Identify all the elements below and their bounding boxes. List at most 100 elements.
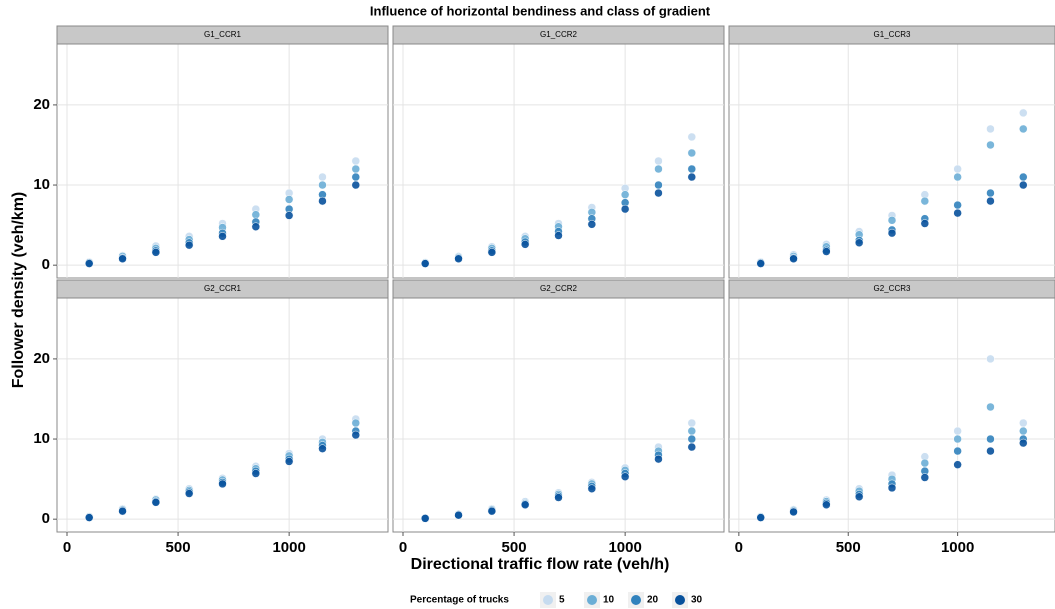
point: [953, 200, 962, 210]
point: [1019, 180, 1028, 190]
point: [587, 220, 597, 229]
point: [986, 434, 995, 444]
point: [218, 479, 227, 489]
point: [1019, 426, 1028, 436]
point: [520, 240, 530, 249]
point: [953, 460, 962, 469]
point: [184, 240, 194, 250]
point: [554, 231, 563, 240]
point: [756, 513, 765, 522]
point: [554, 493, 563, 502]
point: [687, 442, 697, 452]
legend-symbol: [543, 595, 553, 605]
point: [284, 195, 294, 204]
panel-background: [728, 297, 1055, 533]
panel-title: G1_CCR2: [540, 30, 577, 39]
point: [351, 156, 361, 166]
point: [986, 446, 995, 456]
point: [654, 454, 663, 464]
legend-symbol: [631, 595, 641, 605]
point: [151, 248, 161, 257]
point: [454, 510, 463, 520]
point: [887, 483, 897, 493]
y-tick-label: 10: [33, 430, 50, 447]
point: [318, 180, 327, 190]
point: [318, 444, 327, 453]
point: [986, 196, 995, 206]
point: [420, 514, 430, 523]
point: [184, 489, 194, 498]
x-tick-label: 0: [63, 539, 71, 556]
legend-title: Percentage of trucks: [410, 595, 509, 606]
point: [789, 254, 798, 264]
panel-title: G2_CCR1: [204, 284, 241, 293]
point: [620, 204, 630, 214]
point: [118, 254, 127, 264]
point: [687, 148, 697, 158]
point: [454, 254, 463, 264]
point: [986, 140, 995, 150]
point: [953, 426, 962, 436]
y-tick-label: 20: [33, 350, 50, 367]
legend-label: 5: [559, 595, 565, 606]
strip: [392, 279, 725, 299]
y-axis-label: Follower density (veh/km): [10, 192, 27, 388]
point: [822, 247, 831, 256]
point: [953, 446, 962, 456]
panel-title: G2_CCR3: [874, 284, 911, 293]
y-tick-label: 0: [42, 256, 50, 273]
point: [151, 498, 161, 507]
panel-title: G1_CCR3: [874, 30, 911, 39]
point: [887, 216, 897, 225]
point: [687, 172, 697, 182]
point: [854, 238, 864, 247]
point: [953, 172, 962, 182]
point: [756, 259, 765, 268]
point: [920, 196, 930, 206]
point: [620, 190, 630, 199]
point: [986, 124, 995, 134]
point: [986, 402, 995, 412]
panel-background: [56, 297, 389, 533]
legend-label: 20: [647, 595, 659, 606]
point: [654, 164, 663, 174]
y-tick-label: 0: [42, 510, 50, 527]
point: [1019, 108, 1028, 118]
point: [920, 473, 930, 482]
point: [1019, 124, 1028, 134]
point: [953, 208, 962, 218]
point: [420, 259, 430, 268]
point: [654, 156, 663, 166]
point: [318, 196, 327, 206]
strip: [392, 25, 725, 45]
point: [351, 418, 361, 428]
strip: [56, 279, 389, 299]
panel-background: [56, 43, 389, 279]
point: [351, 180, 361, 190]
point: [920, 458, 930, 468]
point: [687, 418, 697, 428]
point: [487, 248, 497, 257]
point: [854, 492, 864, 501]
x-tick-label: 1000: [272, 539, 305, 556]
point: [687, 434, 697, 444]
legend-label: 10: [603, 595, 615, 606]
x-tick-label: 0: [735, 539, 743, 556]
x-tick-label: 1000: [941, 539, 974, 556]
point: [351, 430, 361, 440]
point: [822, 500, 831, 510]
point: [953, 434, 962, 444]
panel-title: G2_CCR2: [540, 284, 577, 293]
y-tick-label: 20: [33, 96, 50, 113]
point: [520, 500, 530, 510]
x-axis-label: Directional traffic flow rate (veh/h): [411, 556, 670, 573]
y-tick-label: 10: [33, 176, 50, 193]
panel-title: G1_CCR1: [204, 30, 241, 39]
point: [251, 210, 261, 219]
point: [84, 259, 94, 268]
point: [284, 211, 294, 220]
point: [789, 507, 798, 517]
point: [587, 484, 597, 493]
legend-symbol: [675, 595, 685, 605]
point: [654, 188, 663, 198]
